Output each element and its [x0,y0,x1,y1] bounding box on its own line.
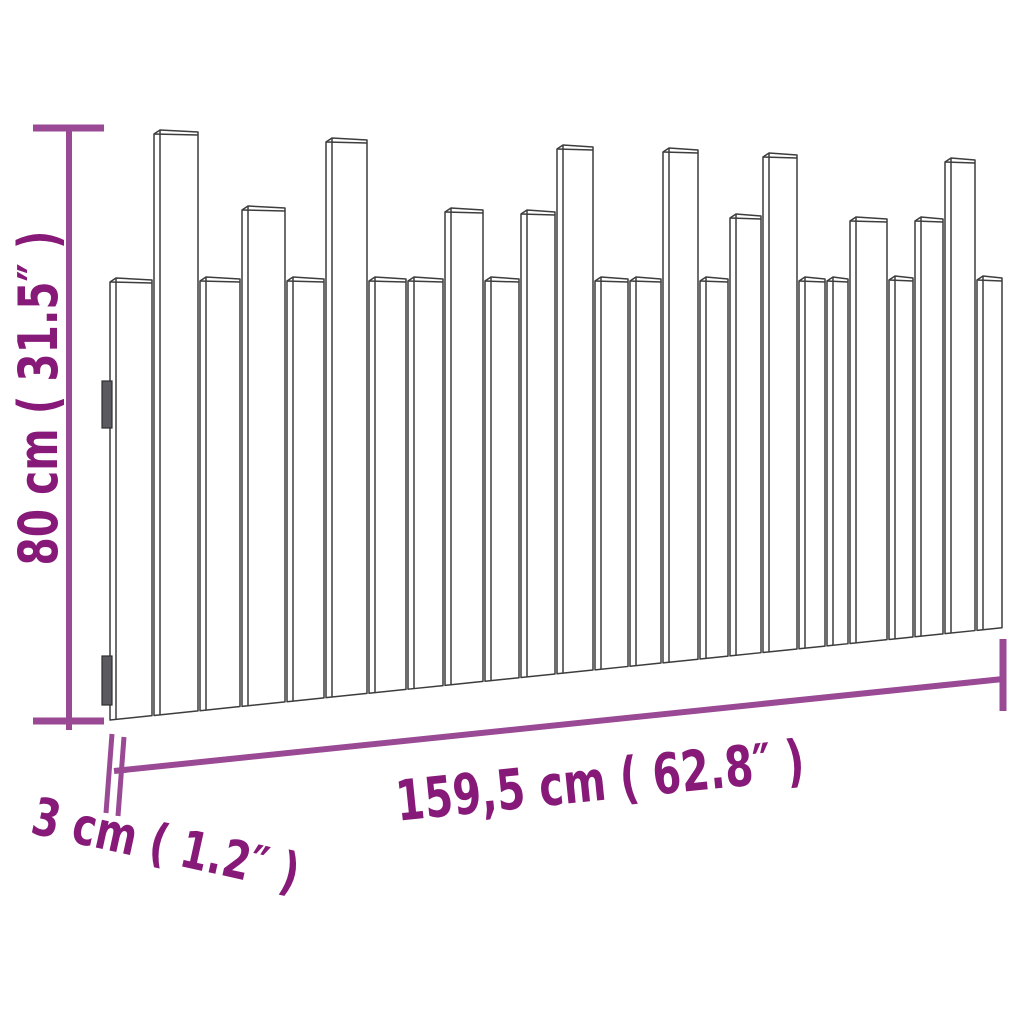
slat-outline [729,213,762,657]
slat-top-edge [798,280,826,283]
slat-outline [407,276,444,690]
slat-outline [520,209,556,679]
height-dimension-label: 80 cm ( 31.5″ ) [7,231,70,566]
slat-short [286,276,325,703]
slat-short [109,277,153,721]
width-dimension-line [113,676,1004,774]
slat-tall [153,129,199,717]
slat-top-edge [444,211,484,214]
slat-top-edge [484,280,520,283]
slat-outline [699,276,729,660]
slat-top-edge [325,141,368,144]
slat-top-edge [520,213,556,216]
width-dimension-label: 159,5 cm ( 62.8″ ) [393,729,807,835]
slat-outline [762,152,798,654]
slat-medium [729,213,762,657]
slat-outline [286,276,325,703]
slat-top-edge [368,280,407,283]
slat-short [888,275,914,641]
slat-top-edge [109,281,153,284]
slat-outline [944,157,976,635]
slat-top-edge [286,280,325,283]
slat-short [368,276,407,694]
slat-short [798,276,826,650]
slat-medium [849,216,888,645]
slat-medium [520,209,556,679]
wall-mount-bracket [101,380,113,429]
slat-medium [444,207,484,687]
slat-top-edge [662,151,699,154]
slat-top-edge [629,280,662,283]
slat-short [594,276,629,671]
slat-outline [914,216,944,638]
slat-outline [556,144,594,675]
slat-outline [368,276,407,694]
slat-outline [849,216,888,645]
slat-outline [798,276,826,650]
slat-top-edge [556,148,594,151]
slat-short [826,276,849,647]
slat-outline [444,207,484,687]
slat-outline [888,275,914,641]
slat-outline [662,147,699,664]
slat-top-edge [407,280,444,283]
slat-outline [484,276,520,682]
depth-dimension-label: 3 cm ( 1.2″ ) [26,787,305,904]
slat-top-edge [594,280,629,283]
slat-outline [199,276,241,712]
wall-mount-bracket [101,655,113,706]
slat-short [699,276,729,660]
slat-outline [826,276,849,647]
slat-outline [153,129,199,717]
slat-short [484,276,520,682]
slat-tall [325,137,368,699]
slat-top-edge [729,217,762,220]
slat-top-edge [153,133,199,136]
slat-outline [241,205,286,708]
slat-top-edge [888,279,914,282]
slat-top-edge [699,280,729,283]
slat-short [976,275,1003,632]
slat-outline [109,277,153,721]
slat-top-edge [944,161,976,164]
slat-outline [325,137,368,699]
slat-top-edge [914,220,944,223]
depth-dimension-tick [103,733,115,814]
slat-tall [762,152,798,654]
slat-short [629,276,662,667]
dimension-lines [33,124,1007,817]
slat-top-edge [762,156,798,159]
headboard [101,129,1003,721]
slat-outline [976,275,1003,632]
slat-outline [629,276,662,667]
slat-top-edge [241,209,286,212]
slat-top-edge [849,220,888,223]
slat-medium [914,216,944,638]
slat-short [407,276,444,690]
slat-medium [241,205,286,708]
slat-top-edge [976,279,1003,282]
slat-short [199,276,241,712]
slat-tall [662,147,699,664]
slat-top-edge [826,280,849,283]
slat-outline [594,276,629,671]
slat-tall [944,157,976,635]
depth-dimension-tick [115,736,127,817]
slat-tall [556,144,594,675]
slat-top-edge [199,280,241,283]
